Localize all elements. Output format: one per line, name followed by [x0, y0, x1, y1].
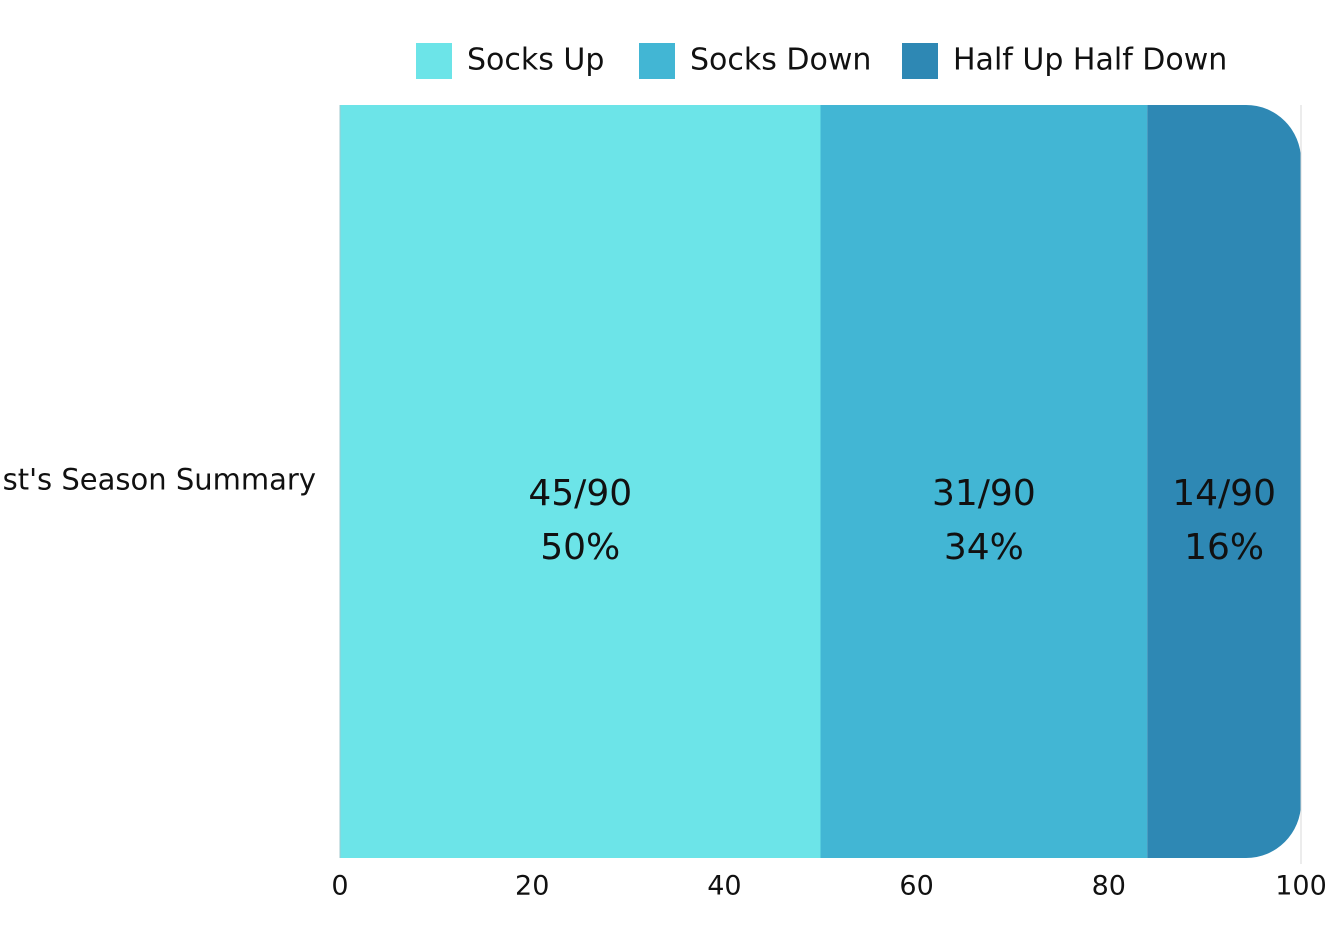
legend-label-socks-up: Socks Up	[467, 43, 604, 78]
data-label-socks-up-line-1: 45/90	[528, 473, 632, 514]
x-tick-label-0: 0	[331, 871, 348, 902]
legend-swatch-half-up-half-down	[902, 43, 938, 79]
category-label: 1st's Season Summary	[0, 463, 316, 497]
x-tick-label-100: 100	[1275, 871, 1327, 902]
legend-swatch-socks-up	[416, 43, 452, 79]
data-label-half-up-half-down-line-1: 14/90	[1172, 473, 1276, 514]
legend-label-half-up-half-down: Half Up Half Down	[953, 43, 1227, 78]
legend-swatch-socks-down	[639, 43, 675, 79]
data-label-half-up-half-down-line-2: 16%	[1184, 527, 1264, 568]
x-tick-label-80: 80	[1092, 871, 1126, 902]
x-tick-label-20: 20	[515, 871, 549, 902]
legend-label-socks-down: Socks Down	[690, 43, 871, 78]
data-label-socks-down-line-2: 34%	[944, 527, 1024, 568]
data-label-socks-down-line-1: 31/90	[932, 473, 1036, 514]
x-tick-label-40: 40	[707, 871, 741, 902]
data-labels: 45/90 50% 31/90 34% 14/90 16%	[528, 473, 1276, 568]
axes: 0 20 40 60 80 100 1st's Season Summary	[0, 105, 1327, 902]
x-tick-label-60: 60	[899, 871, 933, 902]
legend: Socks Up Socks Down Half Up Half Down	[416, 43, 1227, 79]
plot-area	[340, 105, 1301, 858]
data-label-socks-up-line-2: 50%	[540, 527, 620, 568]
bar-segment-socks-down	[820, 105, 1148, 858]
bar-segment-socks-up	[340, 105, 821, 858]
bar-segment-half-up-half-down	[1147, 105, 1301, 858]
